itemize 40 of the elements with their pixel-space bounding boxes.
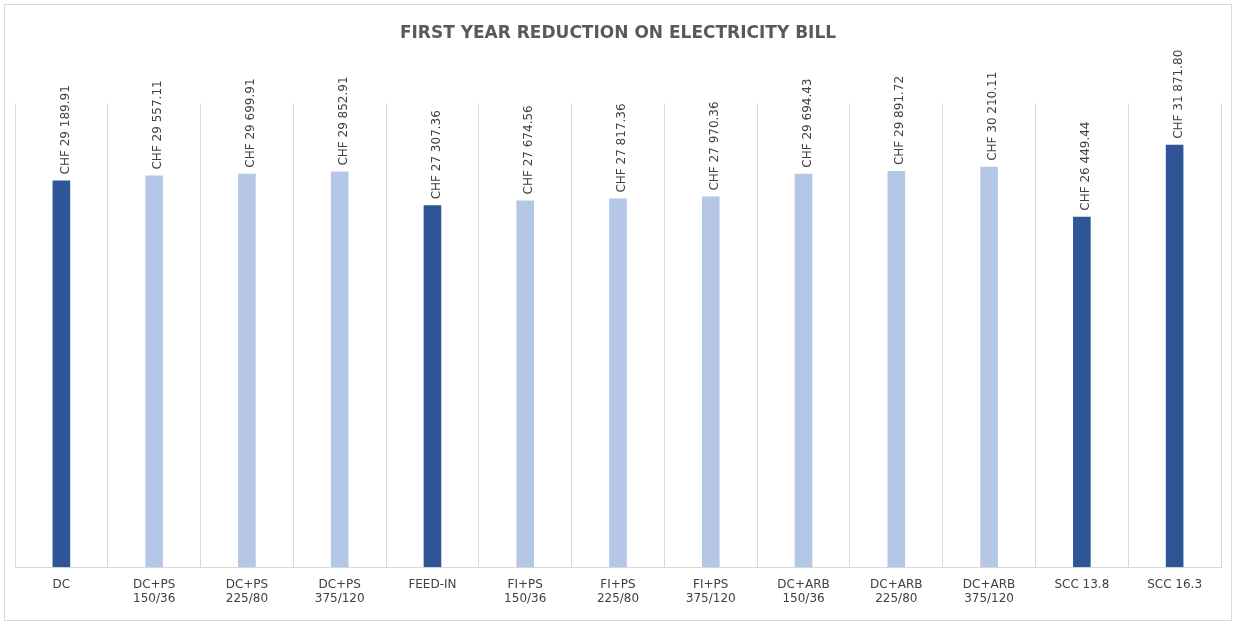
- x-tick-label: FI+PS 225/80: [596, 576, 640, 605]
- bar: [330, 171, 349, 568]
- data-label: CHF 27 817.36: [614, 103, 629, 193]
- x-tick-label: DC+ARB 225/80: [870, 576, 923, 605]
- bar: [794, 173, 813, 568]
- bar: [516, 200, 535, 568]
- bar: [1073, 216, 1091, 568]
- x-tick-label: DC+ARB 375/120: [962, 576, 1016, 605]
- data-label: CHF 27 307.36: [428, 110, 443, 200]
- chart-title: FIRST YEAR REDUCTION ON ELECTRICITY BILL: [399, 21, 837, 42]
- x-tick-label: FEED-IN: [408, 576, 457, 591]
- data-label: CHF 27 970.36: [706, 101, 721, 191]
- x-tick-label: FI+PS 375/120: [685, 576, 736, 605]
- bar: [1165, 144, 1184, 568]
- bar: [887, 171, 906, 568]
- data-label: CHF 26 449.44: [1077, 121, 1092, 211]
- data-label: CHF 31 871.80: [1170, 49, 1185, 139]
- x-tick-label: FI+PS 150/36: [504, 576, 547, 605]
- bar: [980, 166, 998, 568]
- data-label: CHF 29 699.91: [243, 78, 258, 168]
- bar: [238, 173, 256, 568]
- data-label: CHF 29 189.91: [57, 85, 72, 175]
- bar: [423, 205, 442, 568]
- bar: [701, 196, 720, 568]
- x-tick-label: DC+ARB 150/36: [777, 576, 830, 605]
- x-tick-label: DC+PS 150/36: [132, 576, 176, 605]
- x-tick-label: SCC 13.8: [1054, 576, 1110, 591]
- bar: [52, 180, 71, 568]
- x-tick-label: DC+PS 225/80: [225, 576, 269, 605]
- x-tick-label: DC+PS 375/120: [314, 576, 365, 605]
- data-label: CHF 29 891.72: [892, 75, 907, 166]
- data-label: CHF 29 694.43: [799, 78, 814, 168]
- data-label: CHF 29 852.91: [335, 76, 350, 166]
- x-tick-label: DC: [52, 576, 71, 591]
- data-label: CHF 30 210.11: [985, 71, 1000, 161]
- data-label: CHF 27 674.56: [521, 105, 536, 195]
- x-tick-label: SCC 16.3: [1147, 576, 1203, 591]
- data-label: CHF 29 557.11: [150, 80, 165, 170]
- bar: [609, 198, 627, 568]
- bar: [145, 175, 163, 568]
